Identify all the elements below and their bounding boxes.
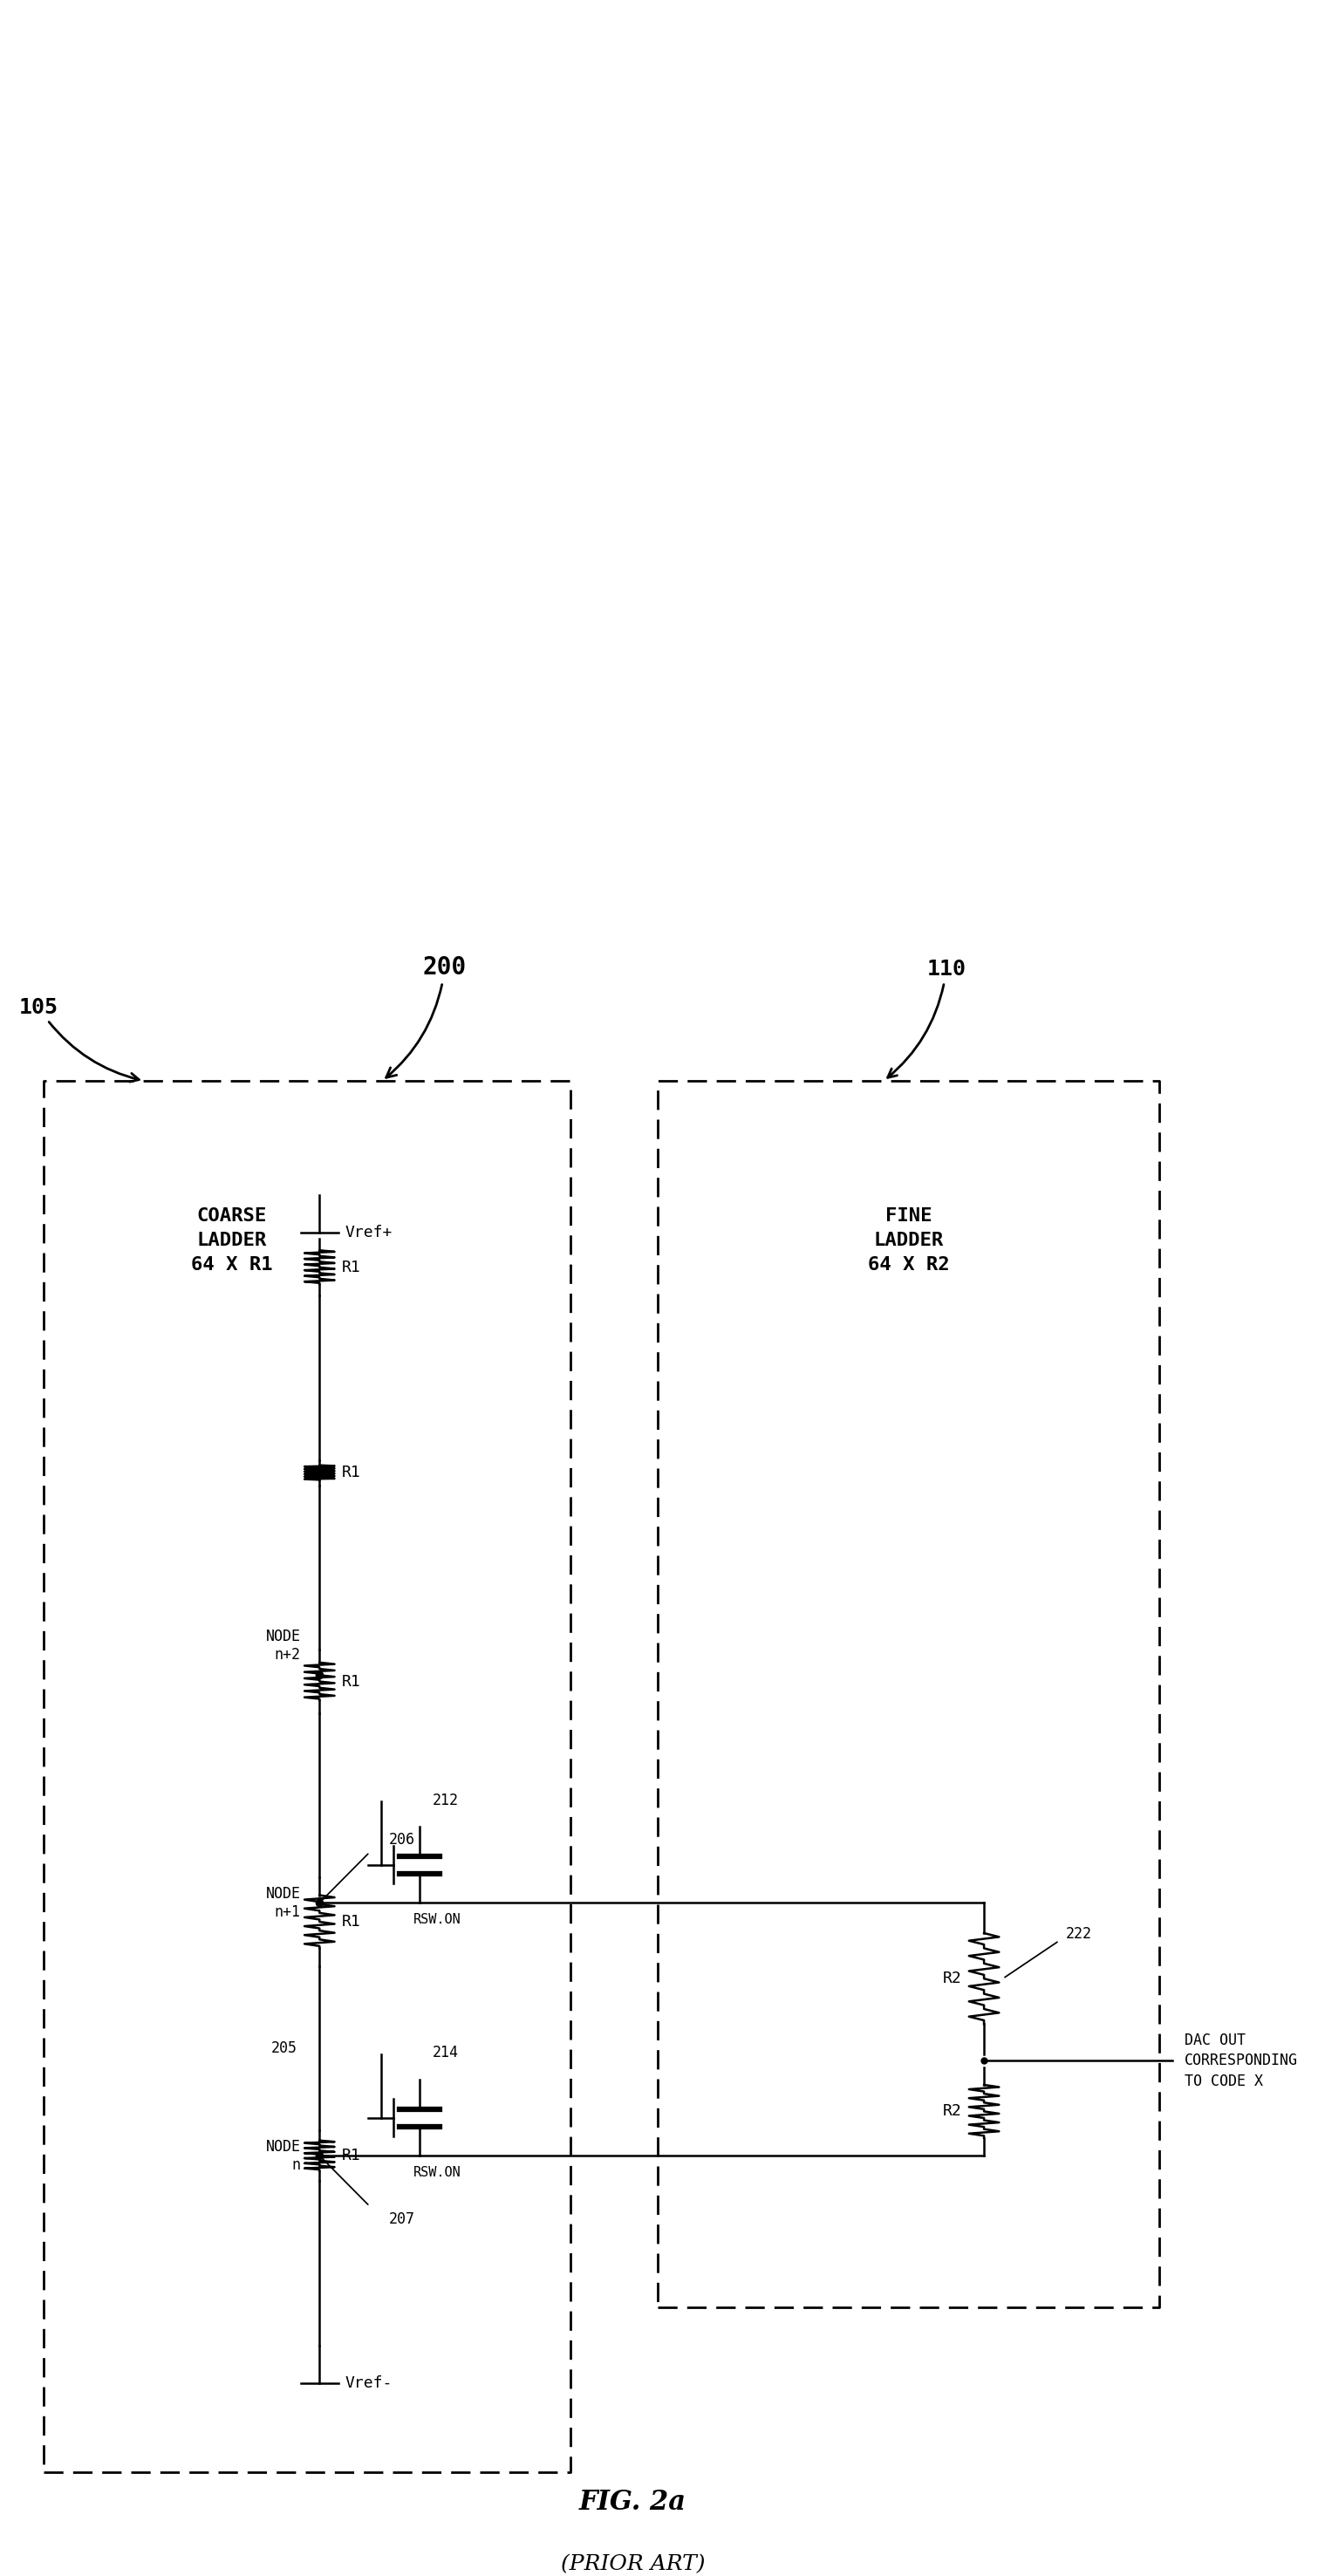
Text: Vref-: Vref- (344, 2375, 391, 2391)
Text: 200: 200 (386, 956, 467, 1077)
Text: 110: 110 (887, 958, 966, 1077)
Text: 205: 205 (270, 2040, 297, 2056)
Text: NODE
n+2: NODE n+2 (266, 1628, 301, 1662)
Text: RSW.ON: RSW.ON (414, 2166, 461, 2179)
Text: 214: 214 (432, 2045, 459, 2061)
Text: NODE
n: NODE n (266, 2138, 301, 2172)
Text: Vref+: Vref+ (344, 1224, 391, 1242)
Text: FINE
LADDER
64 X R2: FINE LADDER 64 X R2 (869, 1208, 949, 1273)
Text: (PRIOR ART): (PRIOR ART) (560, 2553, 705, 2573)
Text: COARSE
LADDER
64 X R1: COARSE LADDER 64 X R1 (191, 1208, 273, 1273)
Text: R1: R1 (343, 1674, 361, 1690)
Text: 207: 207 (389, 2210, 415, 2226)
Text: R2: R2 (942, 1971, 961, 1986)
Text: R1: R1 (343, 1466, 361, 1481)
Text: R1: R1 (343, 1914, 361, 1929)
Text: 206: 206 (389, 1832, 415, 1847)
Text: NODE
n+1: NODE n+1 (266, 1886, 301, 1919)
Text: R2: R2 (942, 2105, 961, 2120)
Text: FIG. 2a: FIG. 2a (580, 2488, 687, 2517)
Text: RSW.ON: RSW.ON (414, 1914, 461, 1927)
Text: R1: R1 (343, 2148, 361, 2164)
Text: 212: 212 (432, 1793, 459, 1808)
Text: 222: 222 (1065, 1927, 1091, 1942)
Text: DAC OUT
CORRESPONDING
TO CODE X: DAC OUT CORRESPONDING TO CODE X (1185, 2032, 1298, 2089)
Text: R1: R1 (343, 1260, 361, 1275)
Text: 105: 105 (18, 997, 138, 1082)
